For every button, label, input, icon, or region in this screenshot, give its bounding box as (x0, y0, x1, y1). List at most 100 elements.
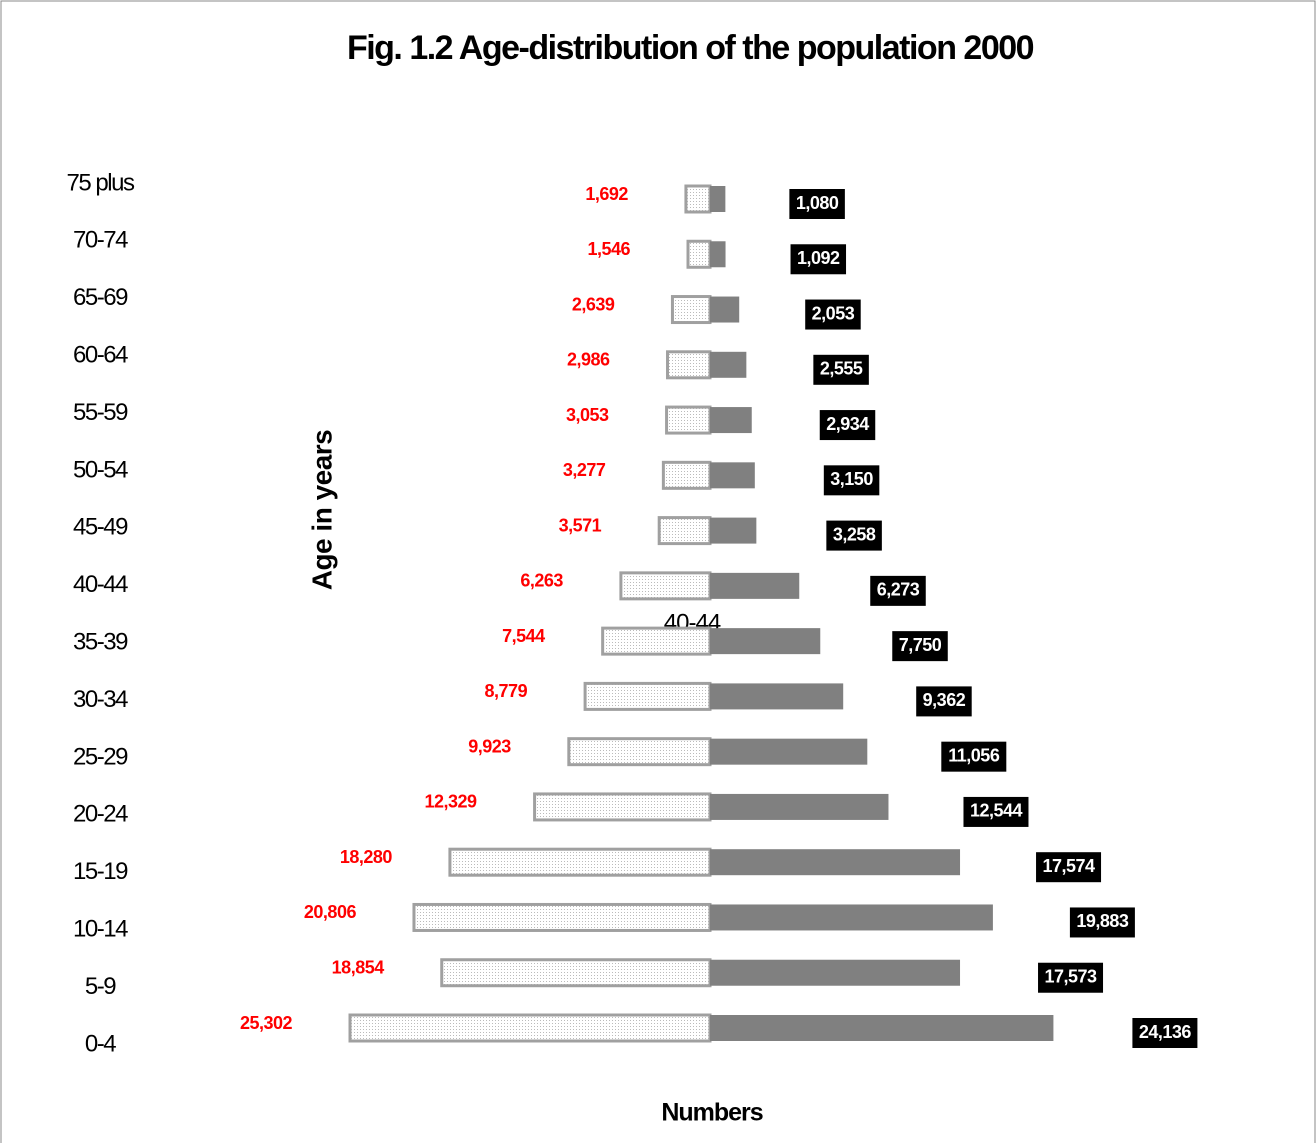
value-label-box (963, 796, 1029, 827)
bar (661, 460, 712, 490)
value-label-box (1069, 907, 1135, 938)
value-label: 1,546 (587, 239, 630, 259)
category-label: 5-9 (85, 973, 116, 1000)
value-label: 9,923 (468, 736, 511, 756)
bar (533, 792, 712, 822)
value-label: 12,544 (970, 801, 1023, 821)
bar (448, 847, 712, 877)
bar (710, 517, 757, 544)
value-label: 8,779 (485, 681, 528, 701)
value-label-box (870, 575, 926, 606)
value-label: 25,302 (240, 1013, 293, 1033)
bar (440, 958, 712, 988)
value-label: 3,277 (563, 460, 606, 480)
value-label-box (1132, 1018, 1198, 1048)
value-label: 18,854 (332, 957, 385, 977)
bar (710, 849, 961, 876)
value-label-box (1036, 852, 1102, 883)
value-label: 3,150 (830, 469, 873, 489)
value-label-box (916, 686, 972, 717)
category-label: 50-54 (73, 456, 128, 483)
bar (710, 738, 868, 765)
category-label: 35-39 (73, 629, 128, 656)
value-label-box (819, 410, 876, 441)
value-label: 19,883 (1076, 911, 1129, 931)
bar (670, 295, 712, 325)
bar (583, 681, 712, 711)
bar (412, 902, 712, 932)
category-label: 60-64 (73, 342, 128, 369)
category-label: 70-74 (73, 227, 128, 254)
value-label: 2,639 (572, 294, 615, 314)
value-label: 18,280 (340, 847, 393, 867)
chart-title: Fig. 1.2 Age-distribution of the populat… (347, 29, 1034, 67)
y-axis-label: Age in years (306, 430, 337, 591)
value-label-box (892, 631, 948, 662)
category-label: 25-29 (73, 743, 128, 770)
value-label: 17,573 (1044, 966, 1097, 986)
bar (710, 241, 726, 268)
bar (710, 628, 821, 655)
x-axis-label: Numbers (661, 1099, 762, 1127)
value-label-box (789, 189, 845, 219)
value-label: 3,258 (833, 524, 876, 544)
value-label: 2,986 (567, 350, 610, 370)
bar (710, 683, 844, 710)
value-label: 1,080 (796, 193, 839, 213)
value-label: 1,692 (585, 184, 628, 204)
bar (710, 1015, 1054, 1041)
category-label: 15-19 (73, 858, 128, 885)
value-label: 11,056 (948, 745, 1000, 765)
bar (710, 793, 889, 820)
bar (601, 626, 712, 656)
category-label: 55-59 (73, 399, 128, 426)
bar (710, 904, 993, 931)
value-label-box (826, 520, 882, 551)
bar (710, 407, 752, 434)
category-label: 65-69 (73, 284, 128, 311)
value-label: 2,934 (826, 414, 869, 434)
value-label: 3,571 (559, 515, 602, 535)
value-label: 12,329 (425, 792, 478, 812)
value-label: 2,053 (812, 303, 855, 323)
bar (710, 462, 755, 489)
bar (348, 1013, 712, 1043)
value-label-box (823, 465, 880, 496)
category-label: 20-24 (73, 801, 128, 828)
bar (710, 296, 740, 323)
category-label: 75 plus (67, 169, 135, 196)
value-label: 1,092 (797, 248, 840, 268)
value-label-box (941, 741, 1007, 772)
value-label: 6,263 (520, 571, 563, 591)
bar (665, 405, 712, 435)
bar (619, 571, 712, 601)
value-label: 6,273 (877, 580, 920, 600)
bar (666, 350, 712, 380)
value-label: 24,136 (1139, 1022, 1192, 1042)
value-label: 17,574 (1043, 856, 1096, 876)
value-label: 7,750 (899, 635, 942, 655)
value-label: 20,806 (304, 902, 357, 922)
value-label: 7,544 (502, 626, 545, 646)
category-label: 45-49 (73, 514, 128, 541)
bar (710, 351, 747, 378)
value-label-box (805, 299, 861, 330)
value-label-box (813, 354, 869, 385)
category-label: 30-34 (73, 686, 128, 713)
category-label: 40-44 (73, 571, 128, 598)
category-label: 10-14 (73, 916, 128, 943)
value-label: 9,362 (923, 690, 966, 710)
value-label-box (790, 244, 847, 275)
value-label: 3,053 (566, 405, 609, 425)
value-label: 2,555 (820, 359, 863, 379)
value-label-box (1038, 962, 1104, 993)
bar (710, 572, 800, 599)
bar (567, 737, 712, 767)
bar (657, 516, 712, 546)
bar (684, 184, 712, 214)
bar (710, 186, 726, 212)
bar (686, 239, 712, 269)
bar (710, 959, 961, 986)
